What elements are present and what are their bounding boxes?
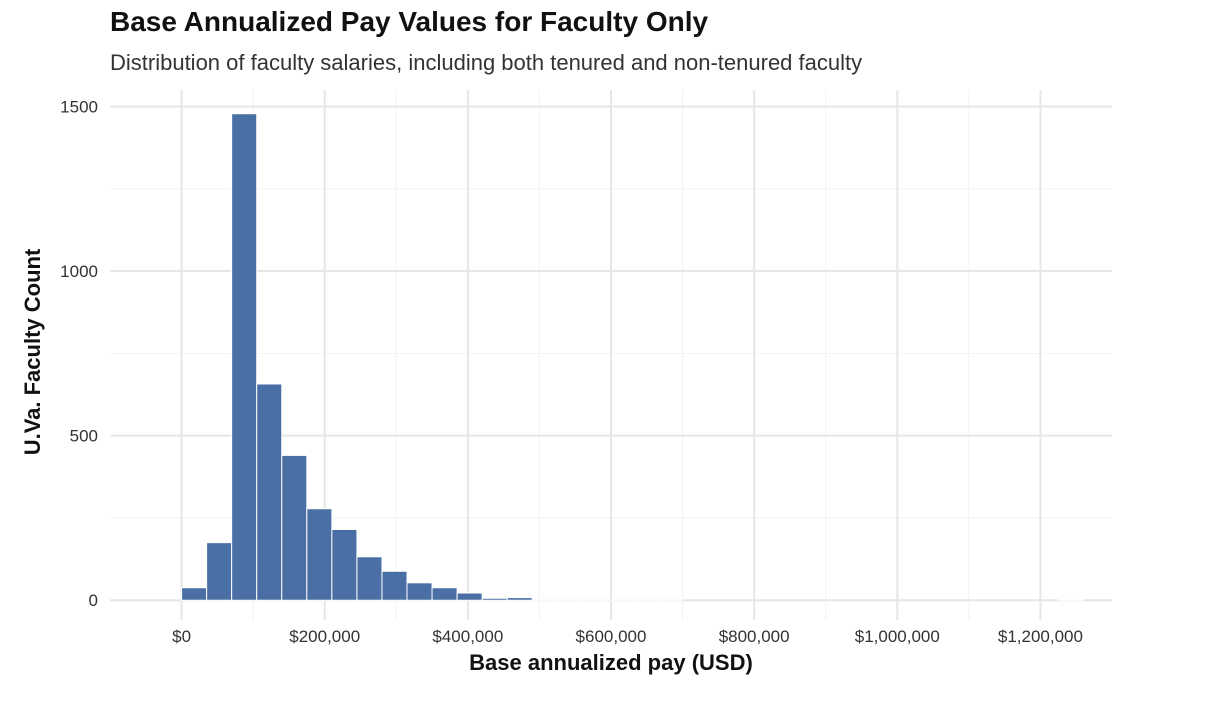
histogram-bars (181, 113, 1084, 601)
x-tick-label: $200,000 (289, 627, 360, 646)
y-axis-title: U.Va. Faculty Count (20, 248, 45, 455)
y-tick-label: 1000 (60, 262, 98, 281)
y-axis-ticks: 0 500 1000 1500 (60, 97, 98, 610)
histogram-bar (431, 587, 458, 601)
y-tick-label: 0 (89, 591, 98, 610)
histogram-bar (406, 582, 433, 601)
histogram-bar (181, 587, 208, 601)
chart-title: Base Annualized Pay Values for Faculty O… (110, 6, 709, 37)
histogram-bar (256, 383, 283, 601)
histogram-bar (356, 556, 383, 601)
histogram-bar (331, 528, 358, 601)
x-tick-label: $0 (172, 627, 191, 646)
chart-subtitle: Distribution of faculty salaries, includ… (110, 50, 863, 75)
y-tick-label: 1500 (60, 97, 98, 116)
histogram-bar (306, 508, 333, 601)
histogram-bar (506, 597, 533, 601)
x-tick-label: $1,200,000 (998, 627, 1083, 646)
histogram-bar (481, 597, 508, 601)
histogram-bar (231, 113, 258, 601)
y-tick-label: 500 (70, 427, 98, 446)
histogram-bar (381, 570, 408, 601)
histogram-bar (281, 454, 308, 601)
x-tick-label: $600,000 (576, 627, 647, 646)
x-tick-label: $1,000,000 (855, 627, 940, 646)
x-tick-label: $400,000 (432, 627, 503, 646)
x-axis-ticks: $0 $200,000 $400,000 $600,000 $800,000 $1,000… (172, 627, 1083, 646)
x-axis-title: Base annualized pay (USD) (469, 650, 753, 675)
histogram-bar (1057, 599, 1084, 601)
histogram-bar (456, 592, 483, 601)
x-tick-label: $800,000 (719, 627, 790, 646)
histogram-bar (206, 542, 233, 601)
